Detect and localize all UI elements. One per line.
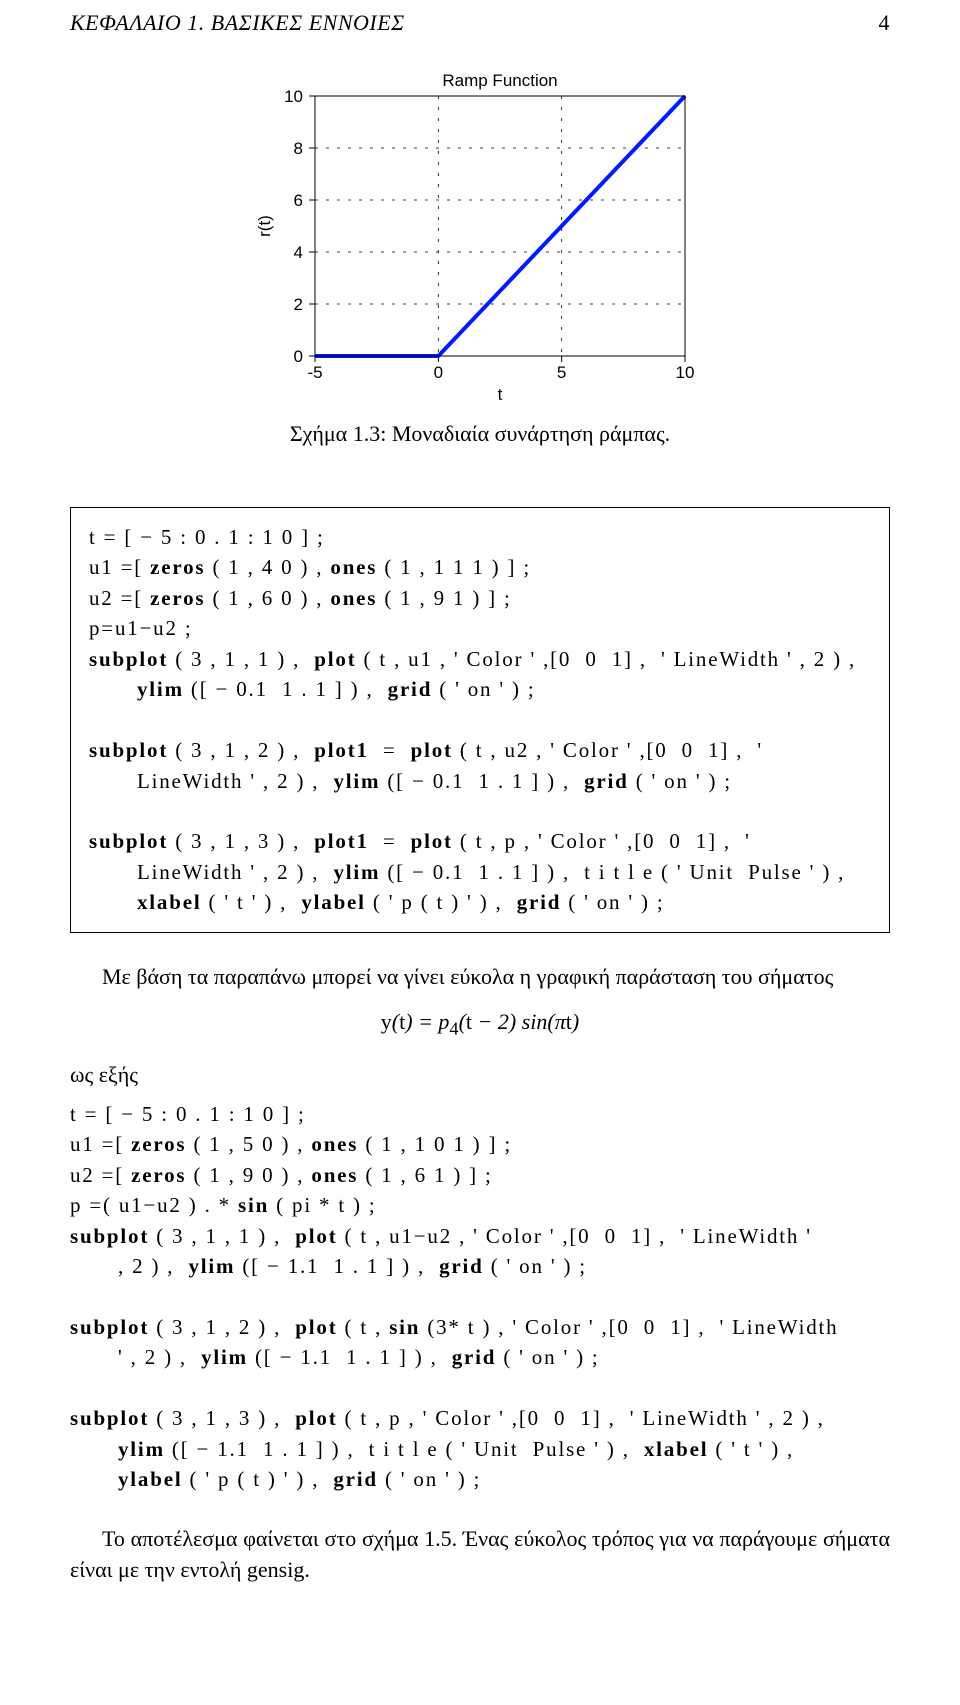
paragraph-before-formula: Με βάση τα παραπάνω μπορεί να γίνει εύκο… [70,961,890,993]
svg-text:6: 6 [294,191,303,210]
running-header: ΚΕΦΑΛΑΙΟ 1. ΒΑΣΙΚΕΣ ΕΝΝΟΙΕΣ 4 [70,10,890,36]
code-block-2: t = [ − 5 : 0 . 1 : 1 0 ] ; u1 =[ zeros … [70,1099,890,1495]
svg-text:t: t [498,385,503,404]
paragraph-after-label: ως εξής [70,1059,890,1091]
code-box-1: t = [ − 5 : 0 . 1 : 1 0 ] ; u1 =[ zeros … [70,507,890,933]
svg-text:10: 10 [284,87,303,106]
figure-caption: Σχήμα 1.3: Μοναδιαία συνάρτηση ράμπας. [70,421,890,447]
paragraph-final: Το αποτέλεσμα φαίνεται στο σχήμα 1.5. Έν… [70,1523,890,1587]
svg-text:r(t): r(t) [255,215,274,237]
formula: y(t) = p4(t − 2) sin(πt) [70,1009,890,1039]
svg-text:Ramp Function: Ramp Function [442,71,557,90]
chapter-title: ΚΕΦΑΛΑΙΟ 1. ΒΑΣΙΚΕΣ ΕΝΝΟΙΕΣ [70,10,405,36]
svg-text:2: 2 [294,295,303,314]
svg-text:-5: -5 [307,363,322,382]
svg-text:8: 8 [294,139,303,158]
svg-text:0: 0 [434,363,443,382]
ramp-chart: Ramp Function-505100246810tr(t) [70,66,890,411]
svg-text:4: 4 [294,243,303,262]
svg-text:10: 10 [676,363,695,382]
page-number: 4 [879,10,891,36]
svg-text:5: 5 [557,363,566,382]
svg-text:0: 0 [294,347,303,366]
